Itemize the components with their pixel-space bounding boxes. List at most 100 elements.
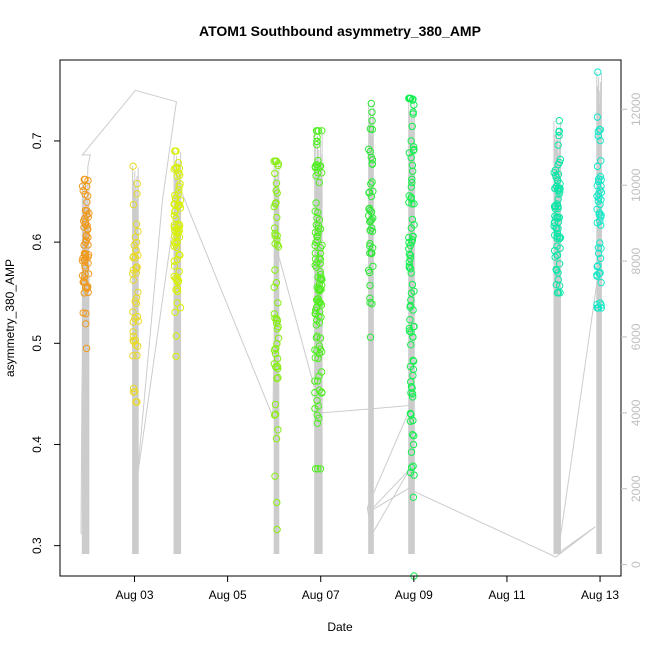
data-point: [408, 178, 416, 187]
chart-title: ATOM1 Southbound asymmetry_380_AMP: [199, 23, 481, 39]
data-point: [173, 299, 181, 307]
data-point: [551, 205, 559, 213]
data-point: [316, 274, 325, 282]
data-point: [312, 221, 320, 229]
data-point: [132, 265, 141, 273]
data-point: [368, 156, 377, 164]
data-point: [405, 258, 413, 266]
data-point: [405, 327, 414, 335]
data-point: [313, 133, 321, 142]
data-point: [270, 411, 279, 419]
data-point: [365, 145, 373, 154]
data-point: [596, 136, 604, 145]
data-point: [80, 241, 88, 249]
data-point: [83, 222, 91, 230]
data-point: [311, 354, 319, 362]
data-point: [270, 346, 279, 354]
data-point: [312, 309, 320, 317]
y2-tick-label: 0: [629, 561, 643, 568]
data-point: [408, 96, 417, 104]
data-point: [368, 160, 376, 168]
data-point: [316, 163, 324, 171]
data-point: [368, 108, 376, 116]
data-point: [273, 241, 282, 249]
data-point: [129, 336, 137, 345]
data-point: [407, 378, 415, 386]
data-point: [313, 396, 321, 405]
data-point: [129, 352, 137, 360]
data-point: [272, 179, 281, 187]
data-point: [174, 278, 182, 286]
data-point: [409, 493, 418, 501]
data-point: [409, 110, 417, 118]
data-point: [314, 354, 322, 363]
data-point: [409, 393, 417, 401]
data-point: [406, 301, 415, 310]
data-point: [314, 208, 322, 217]
data-point: [556, 184, 564, 193]
data-point: [555, 235, 564, 243]
data-point: [367, 208, 376, 216]
data-point: [556, 234, 565, 242]
data-point: [170, 257, 179, 265]
data-point: [550, 222, 558, 230]
data-point: [311, 465, 320, 473]
data-point: [273, 374, 281, 383]
data-point: [82, 231, 91, 240]
data-point: [367, 249, 375, 257]
data-point: [134, 288, 142, 296]
data-point: [172, 332, 181, 340]
data-point: [410, 101, 418, 109]
data-point: [273, 354, 282, 363]
y2-tick-label: 4000: [629, 399, 643, 426]
data-point: [407, 328, 415, 336]
data-point: [368, 300, 376, 308]
data-point: [81, 279, 89, 287]
data-point: [593, 162, 602, 171]
data-point: [314, 402, 322, 410]
data-point: [175, 220, 183, 229]
data-point: [407, 269, 415, 277]
data-point: [172, 285, 180, 294]
data-point: [129, 269, 137, 278]
data-point: [132, 238, 141, 247]
data-point: [409, 232, 417, 241]
data-point: [170, 262, 179, 270]
data-point: [314, 465, 322, 473]
data-point: [312, 334, 321, 342]
y-tick-label: 0.5: [30, 335, 44, 352]
data-point: [311, 377, 319, 385]
data-point: [134, 227, 142, 236]
data-point: [366, 206, 374, 215]
data-point: [273, 236, 281, 244]
secondary-series-lines: [80, 72, 602, 558]
data-point: [553, 214, 562, 223]
data-point: [173, 275, 182, 283]
y2-tick-label: 6000: [629, 323, 643, 350]
data-point: [318, 275, 326, 284]
data-point: [171, 164, 180, 172]
data-point: [129, 253, 137, 262]
y-tick-label: 0.4: [30, 436, 44, 453]
data-point: [409, 333, 417, 341]
data-point: [408, 161, 417, 170]
data-point: [367, 217, 375, 225]
data-point: [171, 200, 179, 208]
data-point: [79, 186, 87, 195]
data-point: [410, 432, 418, 440]
data-point: [129, 318, 137, 326]
data-point: [369, 262, 377, 270]
secondary-series-path: [80, 89, 601, 558]
data-point: [596, 299, 604, 307]
y-axis-label: asymmetry_380_AMP: [3, 259, 17, 377]
data-point: [597, 304, 605, 312]
y2-tick-label: 12000: [629, 92, 643, 126]
data-point: [554, 160, 562, 169]
data-point: [173, 287, 182, 296]
data-point: [555, 213, 563, 222]
data-point: [313, 411, 321, 419]
data-point: [407, 341, 415, 349]
data-point: [406, 409, 415, 418]
data-point: [133, 351, 141, 360]
data-point: [406, 241, 414, 250]
